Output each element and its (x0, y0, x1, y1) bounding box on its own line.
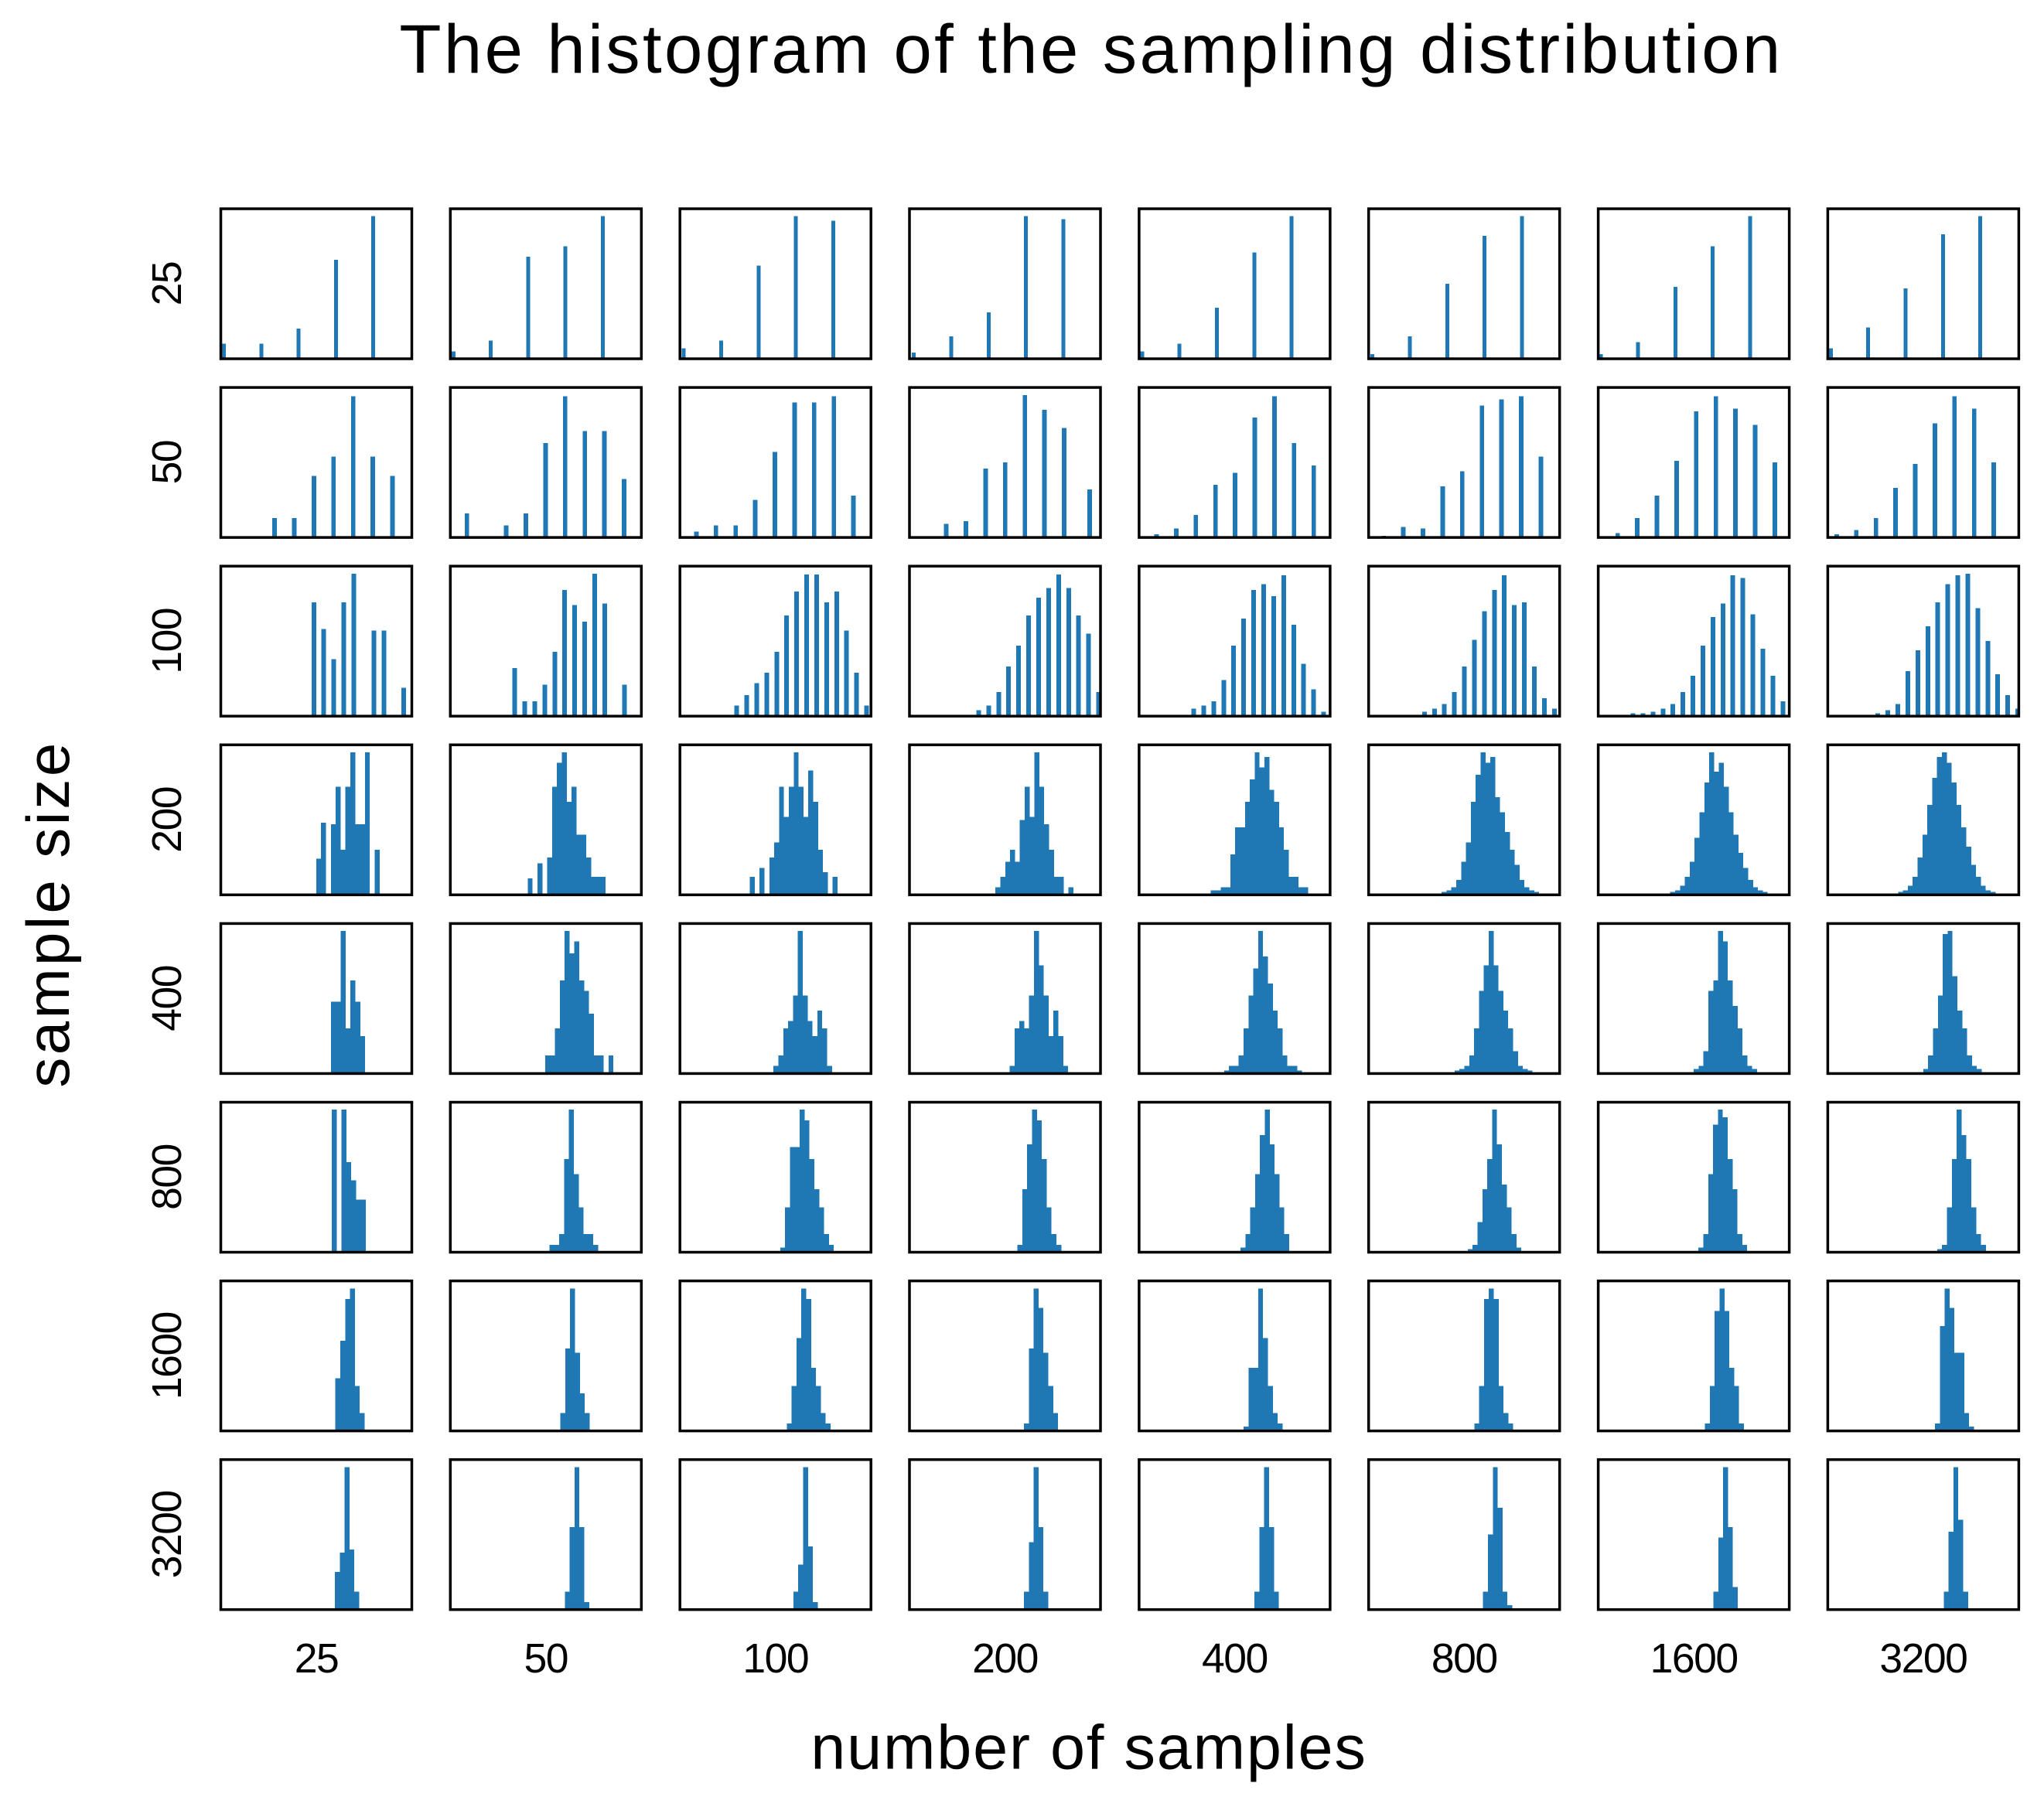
svg-text:1600: 1600 (145, 1312, 190, 1400)
svg-text:sample size: sample size (14, 740, 82, 1087)
svg-text:25: 25 (145, 262, 190, 306)
svg-text:1600: 1600 (1650, 1636, 1738, 1682)
svg-text:25: 25 (295, 1636, 339, 1682)
svg-text:400: 400 (145, 966, 190, 1031)
svg-text:number of samples: number of samples (810, 1713, 1367, 1783)
svg-text:3200: 3200 (145, 1491, 190, 1578)
svg-text:800: 800 (145, 1144, 190, 1210)
svg-text:800: 800 (1431, 1636, 1497, 1682)
svg-text:50: 50 (145, 441, 190, 485)
svg-text:200: 200 (145, 787, 190, 853)
svg-text:200: 200 (972, 1636, 1038, 1682)
svg-text:50: 50 (524, 1636, 568, 1682)
svg-text:The histogram of the sampling: The histogram of the sampling distributi… (399, 11, 1783, 87)
svg-text:3200: 3200 (1879, 1636, 1967, 1682)
svg-text:100: 100 (145, 609, 190, 674)
svg-text:400: 400 (1202, 1636, 1268, 1682)
svg-text:100: 100 (742, 1636, 808, 1682)
